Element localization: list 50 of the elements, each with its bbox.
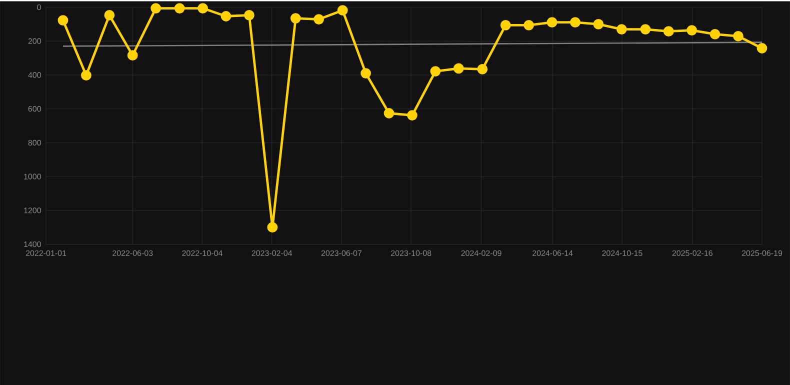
point [477,64,488,74]
point [710,28,720,40]
x-tick-label: 2023-10-08 [391,250,432,256]
point [220,10,232,22]
x-tick-label: 2023-06-07 [321,250,362,256]
point [58,14,68,26]
x-tick-label: 2024-06-14 [532,250,573,256]
point [616,24,627,34]
point [663,26,674,36]
y-tick-label: 200 [28,38,41,44]
point [150,2,162,14]
point [174,2,185,14]
x-tick-label: 2025-06-19 [742,250,782,256]
point [756,42,768,54]
x-tick-label: 2024-10-15 [602,250,642,256]
point [337,5,348,16]
point [360,68,371,78]
point [686,24,698,36]
point [500,20,511,30]
point [80,70,92,80]
x-tick-label: 2025-02-16 [672,250,712,256]
point [104,10,115,20]
y-tick-label: 1200 [24,207,41,214]
y-tick-label: 0 [37,4,41,10]
point [267,222,278,232]
y-tick-label: 600 [28,106,41,112]
point [127,50,138,60]
x-tick-label: 2023-02-04 [252,250,292,256]
point [384,108,394,118]
x-tick-label: 2022-06-03 [112,250,153,256]
point [524,20,534,30]
x-tick-label: 2024-02-09 [461,250,502,256]
x-tick-label: 2022-01-01 [26,250,66,256]
point [593,18,604,30]
y-tick-label: 400 [28,72,41,78]
point [290,12,301,24]
point [570,17,580,28]
y-tick-label: 800 [28,140,41,146]
point [430,66,441,76]
y-tick-label: 1000 [24,174,41,180]
point [314,14,324,24]
point [733,30,744,42]
point [546,17,558,28]
point [640,24,651,34]
x-tick-label: 2022-10-04 [182,250,222,256]
y-tick-label: 1400 [24,241,41,247]
point [407,110,418,120]
point [244,10,254,20]
point [453,63,464,74]
point [198,2,208,14]
